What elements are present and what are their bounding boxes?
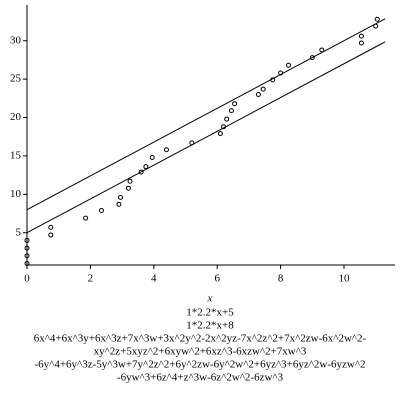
x-axis-label: x xyxy=(207,293,213,305)
y-tick-label: 20 xyxy=(10,111,22,123)
y-tick-label: 25 xyxy=(10,73,22,85)
point xyxy=(228,108,234,114)
y-tick-label: 30 xyxy=(10,34,22,46)
point xyxy=(125,185,131,191)
point xyxy=(224,116,230,122)
legend-entry: 1*2.2*x+5 xyxy=(186,307,234,319)
point xyxy=(374,16,380,22)
x-tick-label: 6 xyxy=(214,273,220,285)
point xyxy=(163,147,169,153)
point xyxy=(255,91,261,97)
point xyxy=(309,55,315,61)
legend-entry: 1*2.2*x+8 xyxy=(186,320,234,332)
point xyxy=(232,101,238,107)
line xyxy=(26,41,386,234)
point xyxy=(217,131,223,137)
x-tick-label: 0 xyxy=(24,273,30,285)
point xyxy=(48,224,54,230)
point xyxy=(98,207,104,213)
x-tick-label: 2 xyxy=(88,273,94,285)
point xyxy=(24,237,30,243)
point xyxy=(24,253,30,259)
point xyxy=(83,215,89,221)
point xyxy=(48,232,54,238)
line xyxy=(26,18,386,211)
x-tick-label: 8 xyxy=(278,273,284,285)
point xyxy=(24,245,30,251)
legend-entry: -6y^4+6y^3z-5y^3w+7y^2z^2+6y^2zw-6y^2w^2… xyxy=(35,359,366,371)
point xyxy=(116,201,122,207)
y-tick-label: 5 xyxy=(16,226,22,238)
point xyxy=(358,40,364,46)
legend-entry: -6yw^3+6z^4+z^3w-6z^2w^2-6zw^3 xyxy=(117,372,284,384)
x-tick-label: 4 xyxy=(151,273,157,285)
point xyxy=(138,169,144,175)
point xyxy=(358,33,364,39)
point xyxy=(118,194,124,200)
legend-entry: 6x^4+6x^3y+6x^3z+7x^3w+3x^2y^2-2x^2yz-7x… xyxy=(34,333,367,345)
point xyxy=(143,164,149,170)
point xyxy=(24,260,30,266)
y-tick-label: 15 xyxy=(10,149,22,161)
point xyxy=(286,62,292,68)
x-tick-label: 10 xyxy=(338,273,350,285)
point xyxy=(127,178,133,184)
legend-entry: xy^2z+5xyz^2+6xyw^2+6xz^3-6xzw^2+7xw^3 xyxy=(94,346,307,358)
y-tick-label: 10 xyxy=(10,188,22,200)
point xyxy=(149,154,155,160)
point xyxy=(319,47,325,53)
point xyxy=(260,86,266,92)
